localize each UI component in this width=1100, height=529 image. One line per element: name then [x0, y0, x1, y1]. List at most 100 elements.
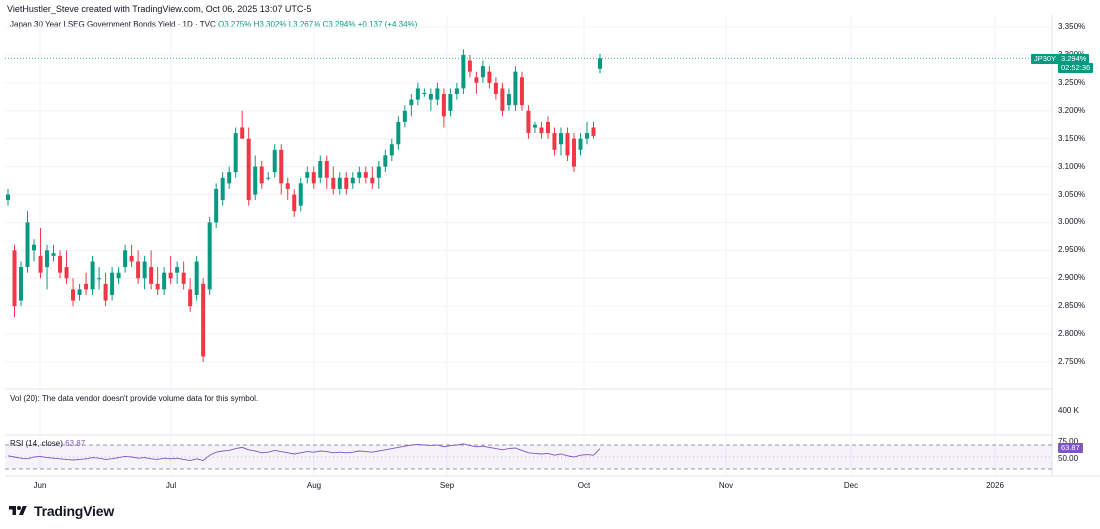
candle-body — [181, 272, 186, 284]
candle — [357, 166, 362, 184]
candle — [181, 261, 186, 290]
candle-body — [409, 99, 414, 106]
candle-body — [103, 283, 108, 301]
candle-body — [493, 82, 498, 94]
candle — [38, 228, 43, 279]
candle — [565, 127, 570, 161]
candle — [435, 82, 440, 106]
candle-body — [357, 172, 362, 178]
candle — [6, 188, 10, 206]
symbol-name[interactable]: Japan 30 Year LSEG Government Bonds Yiel… — [10, 20, 216, 29]
time-label-jun: Jun — [33, 481, 47, 490]
candle — [149, 250, 154, 290]
candle-body — [116, 272, 121, 279]
candle-body — [259, 166, 264, 184]
candle-body — [454, 88, 459, 94]
candle-body — [318, 161, 323, 178]
candle-body — [58, 255, 63, 273]
candle-body — [513, 71, 518, 106]
candle-body — [350, 177, 355, 184]
candle-body — [552, 133, 557, 150]
candles-group — [6, 49, 602, 362]
candle — [578, 133, 583, 156]
candle-body — [110, 272, 115, 295]
last-price-tag: 3.294% — [1058, 54, 1090, 64]
candle — [428, 88, 433, 111]
time-label-aug: Aug — [306, 481, 322, 490]
candle — [58, 250, 63, 279]
candle — [285, 177, 290, 201]
candle — [155, 267, 160, 295]
rsi-line — [7, 443, 601, 462]
candle — [493, 77, 498, 100]
candle-body — [448, 94, 453, 111]
candle — [318, 155, 323, 184]
candle-body — [168, 272, 173, 279]
open-value: O3.275% — [217, 20, 252, 29]
candle-body — [363, 172, 368, 178]
candle-body — [598, 58, 602, 69]
candle — [467, 54, 472, 78]
candle-body — [311, 172, 316, 184]
price-axis-label: 3.350% — [1058, 22, 1086, 31]
tradingview-logo[interactable]: TradingView — [8, 503, 114, 519]
close-value: C3.294% — [322, 20, 356, 29]
candle — [519, 71, 524, 111]
candle — [363, 166, 368, 184]
candle — [376, 161, 381, 189]
candle — [402, 105, 407, 128]
candle — [305, 166, 310, 184]
candle-body — [84, 283, 89, 290]
candle-body — [389, 144, 394, 156]
volume-axis-label: 400 K — [1058, 406, 1079, 415]
low-value: L3.267% — [288, 20, 321, 29]
price-axis-label: 2.800% — [1058, 329, 1086, 339]
candle-body — [12, 250, 17, 307]
candle — [64, 250, 69, 284]
candle — [129, 244, 134, 268]
candle — [487, 66, 492, 89]
candle-body — [474, 77, 479, 83]
candle-body — [292, 194, 297, 212]
candle — [409, 94, 414, 117]
candle-body — [19, 267, 24, 301]
candle — [337, 172, 342, 195]
candle-body — [25, 222, 30, 268]
candle-body — [591, 127, 596, 136]
candle-body — [71, 289, 76, 301]
candle — [415, 82, 420, 106]
candle-body — [136, 261, 141, 279]
candle — [142, 255, 147, 290]
candle — [45, 244, 50, 290]
candle-body — [461, 54, 466, 89]
candle — [71, 278, 76, 307]
candle-body — [142, 261, 147, 279]
candle — [220, 172, 225, 206]
candle-body — [279, 149, 284, 184]
candle — [90, 255, 95, 295]
price-axis-label: 3.050% — [1058, 189, 1086, 199]
candle-body — [220, 177, 225, 201]
candle — [370, 166, 375, 189]
candle-body — [272, 149, 277, 173]
time-label-jul: Jul — [165, 481, 177, 490]
countdown-tag: 02:52:36 — [1058, 63, 1094, 73]
price-axis-label: 2.750% — [1058, 357, 1086, 366]
candle — [506, 88, 511, 111]
candle-body — [305, 172, 310, 178]
candle — [500, 82, 505, 117]
candle-body — [324, 161, 329, 178]
rsi-label[interactable]: RSI (14, close) — [10, 439, 63, 448]
price-axis-label: 3.000% — [1058, 217, 1086, 227]
candle-body — [344, 177, 349, 189]
candle — [545, 116, 550, 139]
candlestick-chart[interactable] — [0, 0, 1100, 500]
candle — [168, 255, 173, 284]
symbol-tag: JP30Y — [1031, 54, 1060, 64]
candle — [324, 155, 329, 189]
candle — [110, 267, 115, 301]
candle — [51, 244, 56, 262]
candle-body — [298, 183, 303, 206]
candle-body — [123, 250, 128, 268]
candle-body — [207, 222, 212, 290]
